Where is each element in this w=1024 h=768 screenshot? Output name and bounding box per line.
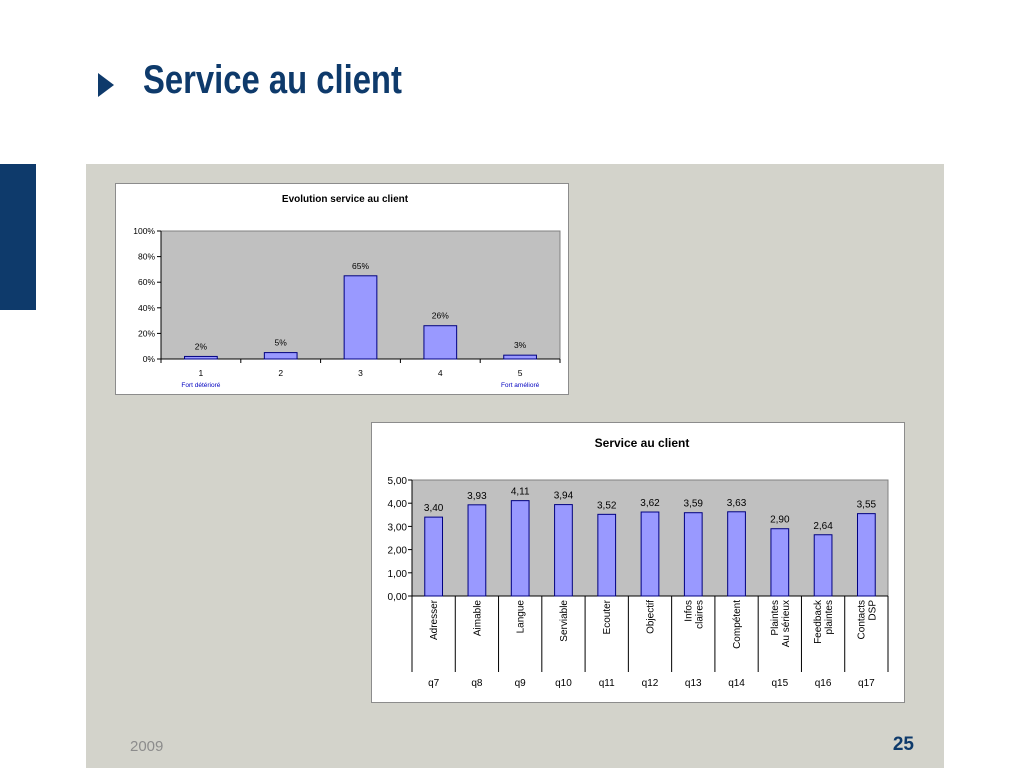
category-label: ContactsDSP [856,600,878,640]
bar [640,511,660,597]
x-tick-label: 5 [518,368,523,378]
question-code: q15 [771,678,788,689]
category-label-line: Ecouter [602,599,613,634]
page-number: 25 [892,734,914,755]
category-label: Compétent [732,600,743,649]
bar [263,352,298,360]
category-label-line: Objectif [646,600,657,634]
question-code: q12 [642,678,659,689]
category-note: Fort amélioré [501,382,540,389]
bar [597,513,617,597]
x-tick-label: 1 [199,368,204,378]
y-tick-label: 80% [138,252,155,262]
category-label-line: Au sérieux [781,600,792,647]
bar [683,512,703,597]
data-label: 3,59 [684,499,704,510]
category-label-line: Langue [516,600,527,634]
category-label-line: claires [694,600,705,629]
data-label: 3,94 [554,491,574,502]
question-code: q17 [858,678,875,689]
y-tick-label: 5,00 [388,476,408,487]
question-code: q10 [555,678,572,689]
bar [554,504,573,597]
category-label-line: Infos [683,600,694,622]
bar [770,528,790,597]
data-label: 3,40 [424,503,444,514]
data-label: 2,90 [770,515,790,526]
x-tick-label: 2 [278,368,283,378]
category-label: Objectif [646,600,657,634]
y-tick-label: 3,00 [388,522,408,533]
evolution-chart: Evolution service au client 0% 20% 40% 60% 80… [115,183,569,395]
bar [343,275,378,360]
category-label-line: Contacts [856,600,867,639]
data-label: 3% [514,340,527,350]
category-label: Feedbackplaintes [813,599,835,644]
chart-title: Service au client [595,436,690,450]
data-label: 3,62 [640,498,660,509]
y-tick-label: 40% [138,303,155,313]
data-label: 3,63 [727,498,747,509]
category-label-line: Plaintes [770,600,781,636]
bar [503,354,537,360]
question-code: q16 [815,678,832,689]
y-tick-label: 20% [138,328,155,338]
slide-title: Service au client [143,58,402,102]
category-label-line: Aimable [472,600,483,637]
bar [184,355,218,360]
question-code: q11 [599,678,615,689]
data-label: 65% [352,261,369,271]
bar [467,504,487,597]
y-tick-label: 4,00 [388,499,408,510]
category-label-line: Serviable [559,600,570,642]
title-bullet-arrow-icon [98,73,114,97]
category-label: Langue [516,600,527,634]
y-tick-label: 100% [133,226,155,236]
bar [856,513,876,597]
category-label: Infosclaires [683,600,705,629]
x-tick-label: 3 [358,368,363,378]
y-tick-label: 2,00 [388,546,408,557]
bar [813,534,833,597]
category-label-line: DSP [867,600,878,621]
category-label-line: Feedback [813,599,824,644]
y-tick-label: 0,00 [388,592,408,603]
data-label: 3,93 [467,491,487,502]
evolution-chart-svg: Evolution service au client 0% 20% 40% 60% 80… [133,194,561,389]
bar [423,325,458,360]
data-label: 2% [195,341,208,351]
y-tick-label: 0% [143,354,156,364]
data-label: 3,52 [597,500,617,511]
question-code: q13 [685,678,702,689]
data-label: 26% [432,311,449,321]
data-label: 2,64 [813,521,833,532]
left-accent-band [0,164,36,310]
data-label: 5% [275,338,288,348]
y-tick-label: 1,00 [388,569,408,580]
footer-year: 2009 [130,738,164,755]
chart-title: Evolution service au client [282,194,409,205]
category-note: Fort détérioré [181,382,220,389]
category-label: Aimable [472,600,483,637]
service-chart: Service au client 0,00 1,00 2,00 3,00 4,00 5,0… [371,422,905,703]
y-tick-label: 60% [138,277,155,287]
question-code: q8 [471,678,483,689]
category-label-line: plaintes [824,600,835,634]
category-label: PlaintesAu sérieux [770,600,792,647]
category-label-line: Adresser [429,599,440,640]
category-label-line: Compétent [732,600,743,649]
category-label: Ecouter [602,599,613,634]
category-label: Adresser [429,599,440,640]
data-label: 4,11 [511,487,530,498]
bar [424,516,444,597]
question-code: q7 [428,678,440,689]
bar [510,500,530,597]
data-label: 3,55 [857,500,877,511]
question-code: q14 [728,678,745,689]
category-label: Serviable [559,600,570,642]
bar [727,511,746,597]
service-chart-svg: Service au client 0,00 1,00 2,00 3,00 4,00 5,0… [388,436,889,689]
question-code: q9 [515,678,527,689]
x-tick-label: 4 [438,368,443,378]
